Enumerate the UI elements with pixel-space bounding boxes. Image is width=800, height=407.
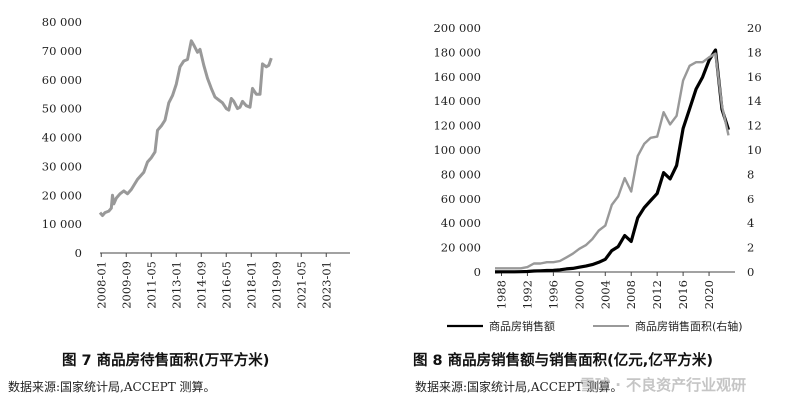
- left-chart: 0 10 000 20 000 30 000 40 000 50 000 60 000 70 …: [42, 15, 350, 309]
- series-line-sales-amount: [494, 48, 731, 274]
- legend-label-sales-area: 商品房销售面积(右轴): [635, 319, 743, 333]
- right-chart-source: 数据来源:国家统计局,ACCEPT 测算。: [415, 380, 623, 394]
- left-chart-source: 数据来源:国家统计局,ACCEPT 测算。: [8, 380, 216, 394]
- right-y-tick-label: 20 000: [441, 241, 481, 255]
- left-x-tick-label: 2013-01: [169, 261, 183, 309]
- right-y-tick-label: 200 000: [433, 21, 481, 35]
- right-y2-tick-label: 6: [747, 192, 754, 206]
- legend-label-sales-amount: 商品房销售额: [489, 319, 555, 333]
- left-chart-panel: 0 10 000 20 000 30 000 40 000 50 000 60 000 70 …: [0, 0, 390, 407]
- right-x-tick-label: 1992: [520, 280, 534, 309]
- left-y-tick-label: 0: [75, 246, 82, 260]
- right-y2-tick-label: 2: [747, 241, 754, 255]
- right-x-tick-label: 1988: [494, 280, 508, 309]
- right-chart-panel: 商品房销售额 商品房销售面积(右轴) 0 20 000 40 000 60 000 80…: [395, 0, 800, 407]
- left-y-tick-label: 20 000: [42, 188, 82, 202]
- left-x-tick-label: 2023-01: [319, 261, 333, 309]
- right-y2-tick-label: 16: [747, 70, 762, 84]
- right-y-tick-label: 0: [474, 265, 481, 279]
- left-y-tick-label: 10 000: [42, 217, 82, 231]
- right-y-tick-label: 180 000: [433, 45, 481, 59]
- right-y-tick-label: 100 000: [433, 143, 481, 157]
- left-x-tick-label: 2009-09: [119, 261, 133, 309]
- right-x-tick-label: 2016: [676, 280, 690, 309]
- left-y-tick-label: 40 000: [42, 131, 82, 145]
- right-y-tick-label: 40 000: [441, 216, 481, 230]
- left-chart-caption: 图 7 商品房待售面积(万平方米): [62, 353, 270, 369]
- right-y2-tick-label: 4: [747, 216, 754, 230]
- right-x-tick-label: 2020: [702, 280, 716, 309]
- left-series-line: [98, 39, 273, 217]
- left-x-tick-label: 2011-05: [144, 261, 158, 309]
- right-x-tick-label: 2008: [624, 280, 638, 309]
- right-x-tick-label: 2000: [572, 280, 586, 309]
- left-y-tick-label: 30 000: [42, 159, 82, 173]
- left-x-tick-label: 2014-09: [194, 261, 208, 309]
- left-y-tick-label: 50 000: [42, 102, 82, 116]
- right-y2-tick-label: 10: [747, 143, 762, 157]
- left-x-tick-label: 2016-05: [219, 261, 233, 309]
- right-y-tick-label: 80 000: [441, 167, 481, 181]
- right-y-tick-label: 160 000: [433, 70, 481, 84]
- left-y-tick-label: 60 000: [42, 73, 82, 87]
- right-y-tick-label: 140 000: [433, 94, 481, 108]
- left-x-tick-label: 2021-05: [294, 261, 308, 309]
- series-line-sales-area: [495, 52, 730, 270]
- watermark: 雪球 · 不良资产行业观研: [580, 376, 747, 394]
- right-y-tick-label: 60 000: [441, 192, 481, 206]
- right-y2-tick-label: 20: [747, 21, 762, 35]
- right-y2-tick-label: 0: [747, 265, 754, 279]
- right-y2-tick-label: 12: [747, 119, 762, 133]
- left-y-tick-label: 70 000: [42, 44, 82, 58]
- right-y-tick-label: 120 000: [433, 119, 481, 133]
- left-y-tick-label: 80 000: [42, 15, 82, 29]
- left-x-tick-label: 2019-09: [269, 261, 283, 309]
- right-x-tick-label: 2004: [598, 280, 612, 309]
- left-x-tick-label: 2018-01: [244, 261, 258, 309]
- right-chart-legend: 商品房销售额 商品房销售面积(右轴): [447, 319, 743, 333]
- right-x-tick-label: 1996: [546, 280, 560, 309]
- right-x-tick-label: 2012: [650, 280, 664, 309]
- right-chart-caption: 图 8 商品房销售额与销售面积(亿元,亿平方米): [413, 353, 713, 369]
- right-y2-tick-label: 8: [747, 167, 754, 181]
- left-x-tick-label: 2008-01: [94, 261, 108, 309]
- right-y2-tick-label: 18: [747, 45, 762, 59]
- right-y2-tick-label: 14: [747, 94, 762, 108]
